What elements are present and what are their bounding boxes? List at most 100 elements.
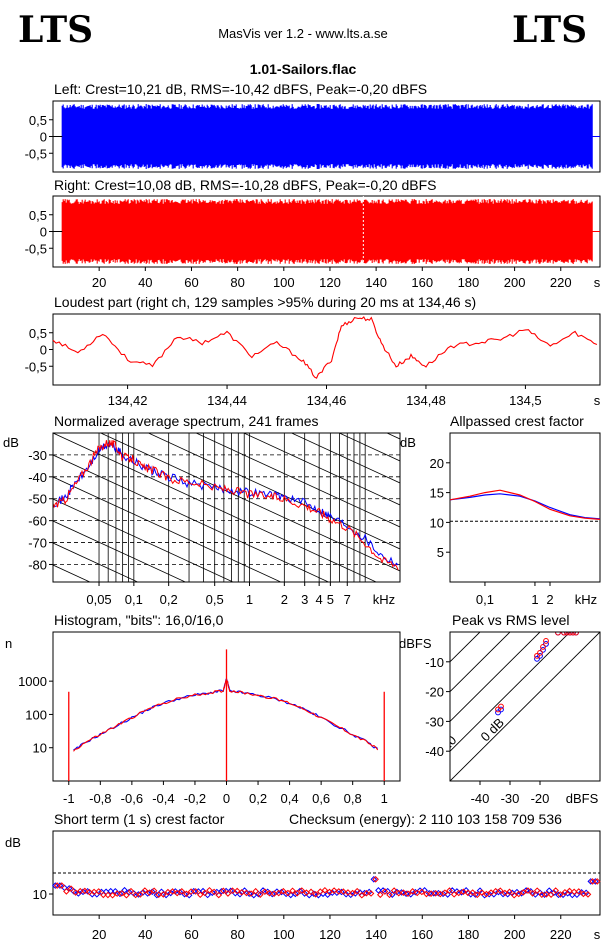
y-tick-label: 10 [430, 515, 444, 530]
x-tick-label: -30 [501, 791, 520, 806]
crest-point-left [559, 891, 567, 899]
crest-point-right [229, 887, 236, 895]
crest-point-left [52, 882, 59, 889]
crest-point-right [372, 875, 379, 883]
crest-point-left [167, 889, 175, 897]
crest-point-right [150, 887, 158, 895]
crest-point-left [485, 890, 493, 898]
crest-point-right [67, 885, 75, 892]
y-tick-label: -0,5 [25, 241, 47, 256]
crest-point-right [386, 891, 393, 899]
peak-rms-point-right [555, 632, 561, 636]
crest-point-right [169, 888, 176, 895]
y-axis-label: dBFS [399, 636, 432, 651]
x-tick-label: 100 [273, 927, 295, 942]
crest-point-right [353, 887, 361, 895]
crest-point-right [432, 889, 439, 897]
loudest-part-line [52, 316, 598, 379]
crest-point-right [515, 890, 523, 898]
y-tick-label: 5 [437, 545, 444, 560]
crest-point-left [338, 888, 345, 896]
histogram-title: Histogram, "bits": 16,0/16,0 [54, 612, 224, 628]
peak-rms-frame [449, 631, 601, 782]
left-waveform-title: Left: Crest=10,21 dB, RMS=-10,42 dBFS, P… [54, 81, 428, 97]
crest-point-right [580, 890, 587, 898]
y-tick-label: -40 [28, 470, 47, 485]
y-tick-label: -10 [425, 655, 444, 670]
peak-rms-point-right [561, 632, 567, 636]
crest-point-right [358, 891, 366, 899]
x-tick-label: 200 [504, 275, 526, 290]
peak-vs-rms-title: Peak vs RMS level [452, 612, 570, 628]
y-axis-label: dB [400, 435, 416, 450]
crest-point-right [524, 887, 532, 894]
crest-point-right [196, 891, 204, 899]
y-tick-label: 10 [33, 741, 47, 756]
crest-point-right [206, 886, 213, 894]
y-tick-label: 100 [25, 707, 47, 722]
y-axis-label: dB [5, 835, 21, 850]
y-axis-label: n [5, 636, 12, 651]
crest-point-left [236, 890, 244, 898]
crest-point-right [584, 891, 592, 898]
crest-point-right [289, 887, 296, 895]
crest-point-right [363, 889, 370, 897]
x-tick-label: 1 [246, 592, 253, 607]
crest-point-left [116, 890, 124, 898]
crest-point-right [441, 889, 449, 896]
crest-point-right [381, 888, 389, 895]
crest-point-right [293, 889, 301, 897]
crest-point-left [467, 890, 475, 898]
crest-point-right [316, 888, 324, 895]
x-tick-label: 80 [230, 927, 244, 942]
x-tick-label: 60 [184, 275, 198, 290]
crest-point-right [58, 882, 66, 889]
peak-rms-point-right [564, 632, 570, 636]
allpassed-frame [449, 432, 601, 583]
spectrum-slope-line [53, 498, 234, 582]
x-tick-label: 180 [458, 275, 480, 290]
crest-point-right [136, 891, 144, 898]
x-tick-label: 4 [316, 592, 323, 607]
y-tick-label: 1000 [18, 674, 47, 689]
crest-point-right [561, 888, 569, 896]
x-tick-label: 120 [319, 927, 341, 942]
crest-point-right [238, 888, 246, 896]
lts-logo-left: LTS [18, 9, 94, 51]
x-tick-label: 140 [365, 275, 387, 290]
crest-point-right [427, 890, 435, 897]
crest-point-right [418, 888, 426, 896]
crest-point-right [404, 890, 412, 898]
crest-point-right [261, 888, 269, 895]
y-tick-label: -80 [28, 557, 47, 572]
crest-point-left [375, 887, 382, 894]
crest-point-right [478, 889, 486, 896]
crest-point-right [349, 889, 356, 897]
crest-point-right [473, 891, 481, 899]
crest-point-right [367, 890, 375, 897]
crest-point-right [566, 887, 573, 895]
peak-rms-point-right [567, 632, 573, 636]
x-tick-label: 7 [344, 592, 351, 607]
crest-point-right [247, 890, 255, 897]
crest-point-right [201, 889, 209, 897]
crest-point-right [183, 890, 190, 898]
x-tick-label: 160 [411, 927, 433, 942]
spectrum-slope-line [242, 433, 400, 506]
y-tick-label: 0,5 [29, 326, 47, 341]
y-tick-label: -0,5 [25, 146, 47, 161]
x-tick-label: -40 [471, 791, 490, 806]
crest-point-right [593, 878, 601, 885]
y-tick-label: 0,5 [29, 113, 47, 128]
crest-diagonal-label: 10 [439, 732, 460, 753]
spectrum-slope-line [290, 433, 400, 484]
crest-point-right [252, 887, 259, 895]
crest-point-right [95, 888, 103, 895]
crest-point-left [268, 890, 276, 898]
crest-point-left [550, 889, 558, 897]
x-tick-label: 180 [458, 927, 480, 942]
crest-point-right [86, 888, 93, 896]
x-tick-label: -0,4 [152, 791, 174, 806]
y-tick-label: 10 [33, 887, 47, 902]
crest-point-right [469, 889, 476, 896]
